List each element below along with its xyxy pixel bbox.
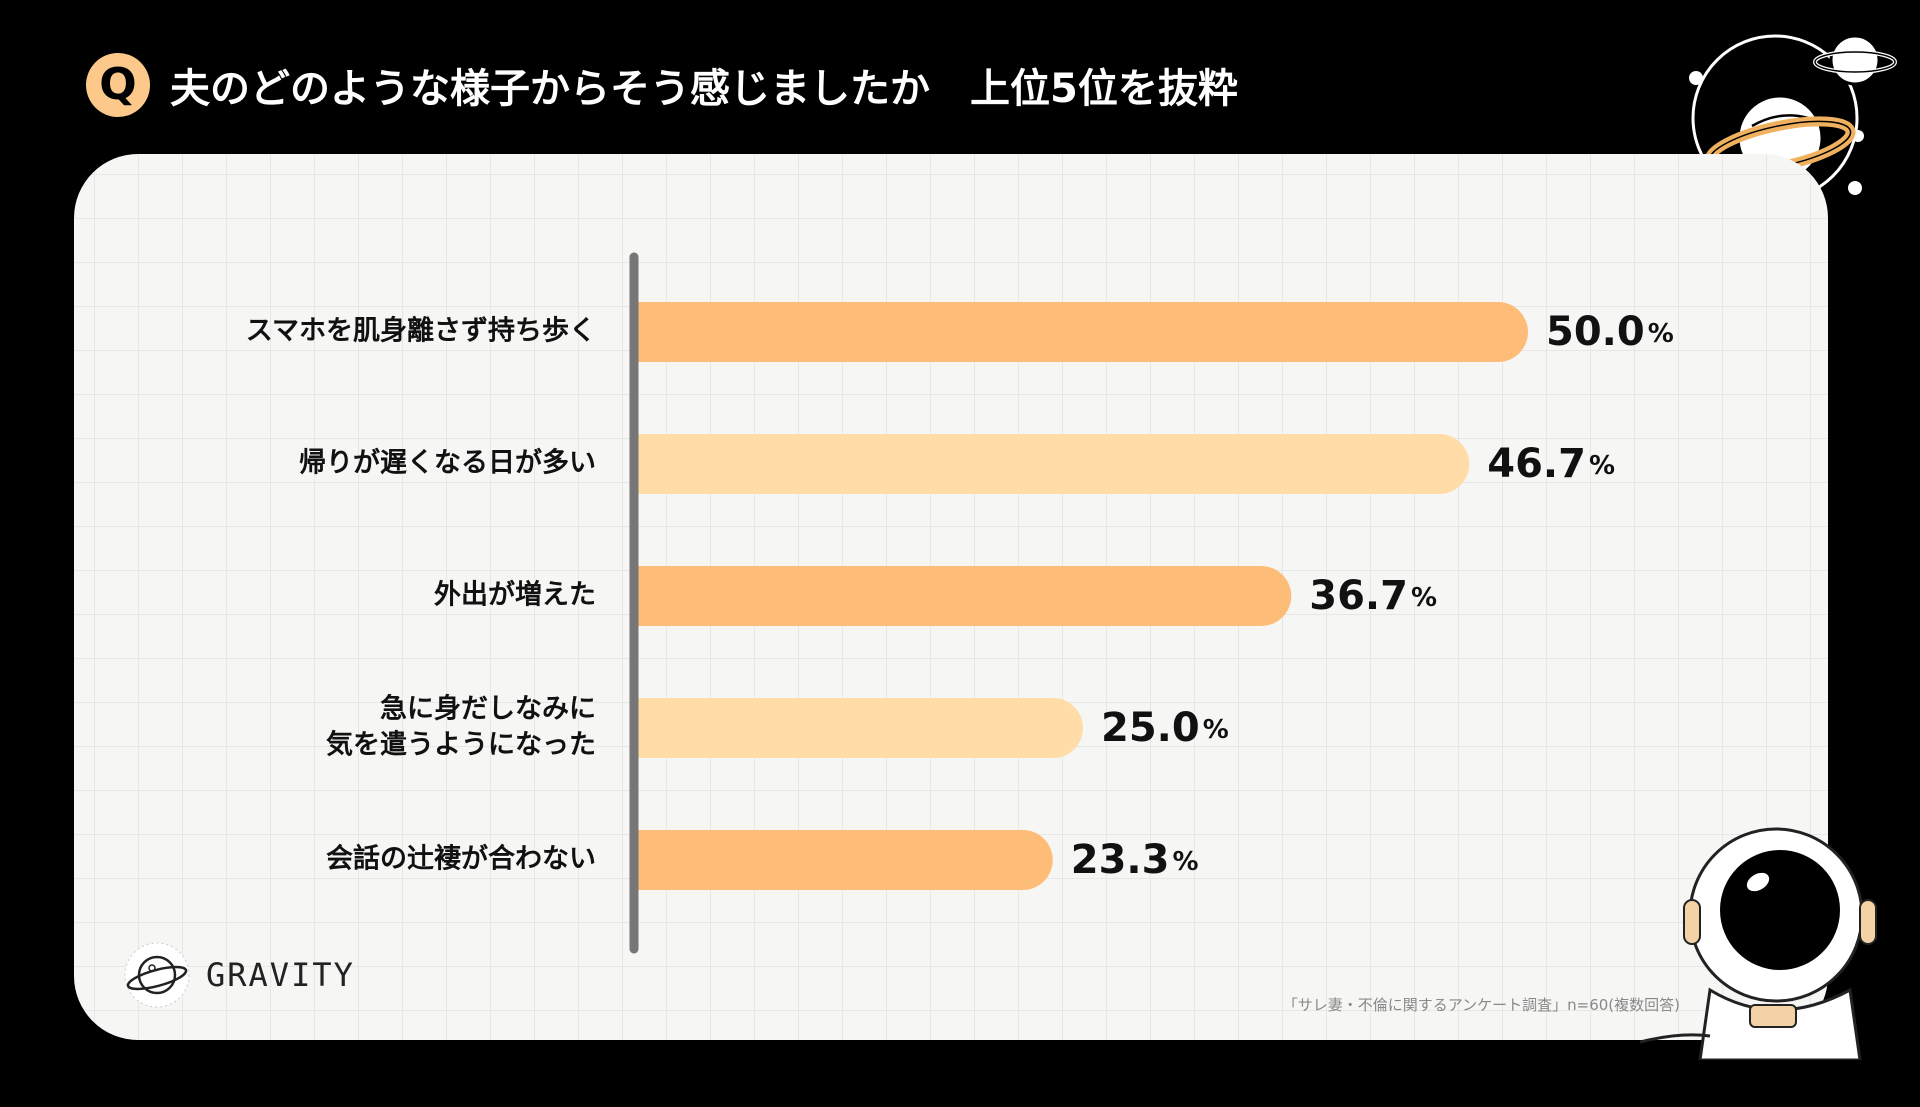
gravity-logo: GRAVITY (122, 940, 355, 1010)
category-label: スマホを肌身離さず持ち歩く (246, 315, 596, 347)
header: Q 夫のどのような様子からそう感じましたか 上位5位を抜粋 (86, 50, 1238, 120)
planet-logo-icon (124, 942, 190, 1008)
page-title: 夫のどのような様子からそう感じましたか 上位5位を抜粋 (170, 66, 1238, 112)
value-label: 25.0% (1101, 705, 1229, 751)
bar (638, 434, 1470, 494)
bar (638, 698, 1083, 758)
bar (638, 830, 1053, 890)
category-label: 急に身だしなみに (380, 693, 596, 725)
value-label: 23.3% (1071, 837, 1199, 883)
category-label: 外出が増えた (434, 579, 596, 611)
logo-text: GRAVITY (206, 956, 355, 994)
bar (638, 566, 1292, 626)
category-label: 気を遣うようになった (326, 729, 596, 761)
bar-chart: スマホを肌身離さず持ち歩く 50.0 % 帰りが遅くなる日が多い 46.7 % 外出が増えた… (246, 252, 1674, 954)
value-label: 50.0% (1546, 309, 1674, 355)
value-label: 46.7% (1487, 441, 1615, 487)
question-badge: Q (86, 53, 150, 117)
category-label: 会話の辻褄が合わない (326, 843, 596, 875)
category-label: 帰りが遅くなる日が多い (299, 447, 596, 479)
astronaut-illustration (1640, 827, 1877, 1060)
source-note: 「サレ妻・不倫に関するアンケート調査」n=60(複数回答) (1282, 996, 1680, 1014)
bar (638, 302, 1528, 362)
chart-card: スマホを肌身離さず持ち歩く 50.0% 帰りが遅くなる日が多い 46.7% 外出が増えた… (74, 154, 1828, 1040)
value-label: 36.7% (1309, 573, 1437, 619)
